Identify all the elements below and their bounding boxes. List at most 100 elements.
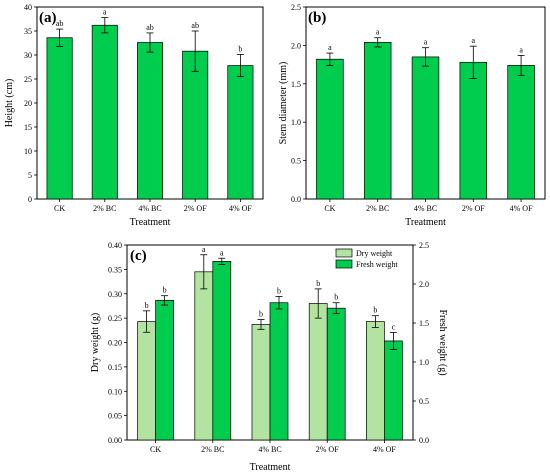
x-tick-label: 4% BC bbox=[258, 445, 281, 454]
x-tick-label: CK bbox=[324, 204, 335, 213]
y-left-axis-label: Dry weight (g) bbox=[90, 313, 101, 372]
significance-letter: ab bbox=[146, 23, 154, 32]
y-tick-label: 0 bbox=[28, 195, 32, 204]
significance-letter: a bbox=[472, 36, 476, 45]
bar bbox=[363, 41, 392, 200]
dry-weight-bar bbox=[251, 324, 271, 441]
y-tick-label: 5 bbox=[28, 171, 32, 180]
fresh-weight-bar bbox=[155, 300, 174, 441]
panel-label: (a) bbox=[39, 10, 57, 26]
y-tick-label: 25 bbox=[24, 75, 32, 84]
legend-label: Dry weight bbox=[356, 249, 393, 258]
fresh-weight-bar bbox=[212, 261, 232, 441]
y-tick-label: 10 bbox=[24, 147, 32, 156]
y-tick-label: 1.0 bbox=[291, 118, 301, 127]
x-tick-label: 4% BC bbox=[138, 204, 161, 213]
significance-letter: b bbox=[238, 45, 242, 54]
y-tick-label: 40 bbox=[24, 3, 32, 12]
y-left-tick-label: 0.40 bbox=[108, 241, 122, 250]
dry-weight-bar bbox=[137, 321, 156, 441]
fresh-weight-bar bbox=[326, 307, 346, 441]
x-tick-label: 4% OF bbox=[510, 204, 533, 213]
bar bbox=[316, 58, 344, 200]
bar bbox=[411, 56, 440, 200]
y-tick-label: 2.5 bbox=[291, 3, 301, 12]
significance-letter: a bbox=[328, 43, 332, 52]
x-tick-label: 2% OF bbox=[184, 204, 207, 213]
x-tick-label: 4% OF bbox=[373, 445, 396, 454]
fresh-weight-bar bbox=[384, 340, 403, 441]
y-left-tick-label: 0.05 bbox=[108, 412, 122, 421]
significance-letter: b bbox=[316, 279, 320, 288]
bar bbox=[507, 65, 535, 200]
y-right-tick-label: 1.0 bbox=[419, 358, 429, 367]
x-tick-label: CK bbox=[54, 204, 65, 213]
x-tick-label: 2% BC bbox=[201, 445, 224, 454]
y-axis-label: Height (cm) bbox=[4, 79, 15, 128]
significance-letter: ab bbox=[56, 19, 64, 28]
x-tick-label: 2% BC bbox=[366, 204, 389, 213]
y-tick-label: 0.5 bbox=[291, 157, 301, 166]
y-left-tick-label: 0.30 bbox=[108, 290, 122, 299]
y-tick-label: 2.0 bbox=[291, 41, 301, 50]
y-tick-label: 30 bbox=[24, 51, 32, 60]
panel-label: (b) bbox=[308, 10, 326, 26]
legend-swatch-dry-weight bbox=[335, 248, 353, 258]
significance-letter: c bbox=[392, 322, 396, 331]
y-left-tick-label: 0.25 bbox=[108, 314, 122, 323]
significance-letter: a bbox=[424, 38, 428, 47]
significance-letter: ab bbox=[191, 21, 199, 30]
panel-a-height-chart: 0 5 10 15 20 25 30 35 40 ab CK a 2% BC ab 4% BC ab 2% OF… bbox=[4, 3, 264, 228]
bar bbox=[91, 24, 118, 200]
y-left-tick-label: 0.35 bbox=[108, 265, 122, 274]
significance-letter: a bbox=[376, 28, 380, 37]
significance-letter: a bbox=[220, 248, 224, 257]
y-right-tick-label: 2.0 bbox=[419, 280, 429, 289]
bar bbox=[136, 42, 164, 200]
significance-letter: b bbox=[334, 293, 338, 302]
y-tick-label: 1.5 bbox=[291, 80, 301, 89]
dry-weight-bar bbox=[366, 321, 385, 441]
y-right-axis-label: Fresh weight (g) bbox=[437, 309, 448, 375]
y-tick-label: 0.0 bbox=[291, 195, 301, 204]
significance-letter: a bbox=[519, 45, 523, 54]
y-right-tick-label: 1.5 bbox=[419, 319, 429, 328]
significance-letter: a bbox=[103, 8, 107, 17]
x-axis-label: Treatment bbox=[250, 462, 291, 473]
x-tick-label: 2% BC bbox=[93, 204, 116, 213]
x-tick-label: 2% OF bbox=[316, 445, 339, 454]
dry-weight-bar bbox=[308, 303, 328, 441]
x-axis-label: Treatment bbox=[130, 217, 171, 228]
significance-letter: b bbox=[259, 310, 263, 319]
significance-letter: b bbox=[373, 306, 377, 315]
significance-letter: a bbox=[202, 245, 206, 254]
significance-letter: b bbox=[163, 286, 167, 295]
legend-swatch-fresh-weight bbox=[335, 259, 353, 269]
panel-b-stem-diameter-chart: 0.0 0.5 1.0 1.5 2.0 2.5 a CK a 2% BC a 4% BC a 2% OF a… bbox=[278, 3, 546, 228]
bar bbox=[46, 37, 73, 200]
y-tick-label: 20 bbox=[24, 99, 32, 108]
bar bbox=[227, 65, 254, 200]
significance-letter: b bbox=[145, 301, 149, 310]
bar bbox=[459, 61, 488, 200]
y-right-tick-label: 2.5 bbox=[419, 241, 429, 250]
fresh-weight-bar bbox=[269, 302, 289, 441]
bar bbox=[182, 50, 209, 200]
panel-label: (c) bbox=[130, 248, 147, 264]
x-tick-label: 4% OF bbox=[229, 204, 252, 213]
x-tick-label: 2% OF bbox=[462, 204, 485, 213]
y-right-tick-label: 0.0 bbox=[419, 436, 429, 445]
y-left-tick-label: 0.00 bbox=[108, 436, 122, 445]
legend-label: Fresh weight bbox=[356, 260, 398, 269]
y-left-tick-label: 0.10 bbox=[108, 387, 122, 396]
y-right-tick-label: 0.5 bbox=[419, 397, 429, 406]
y-axis-label: Stem diameter (mm) bbox=[278, 62, 289, 145]
panel-c-weight-chart: 0.00 0.05 0.10 0.15 0.20 0.25 0.30 0.35 0.40 0.0 0… bbox=[90, 241, 448, 473]
y-left-tick-label: 0.20 bbox=[108, 339, 122, 348]
y-tick-label: 15 bbox=[24, 123, 32, 132]
y-tick-label: 35 bbox=[24, 27, 32, 36]
x-tick-label: 4% BC bbox=[414, 204, 437, 213]
significance-letter: b bbox=[277, 286, 281, 295]
x-axis-label: Treatment bbox=[405, 217, 446, 228]
